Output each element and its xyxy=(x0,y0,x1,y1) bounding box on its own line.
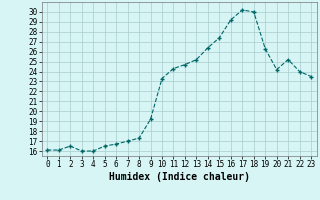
X-axis label: Humidex (Indice chaleur): Humidex (Indice chaleur) xyxy=(109,172,250,182)
